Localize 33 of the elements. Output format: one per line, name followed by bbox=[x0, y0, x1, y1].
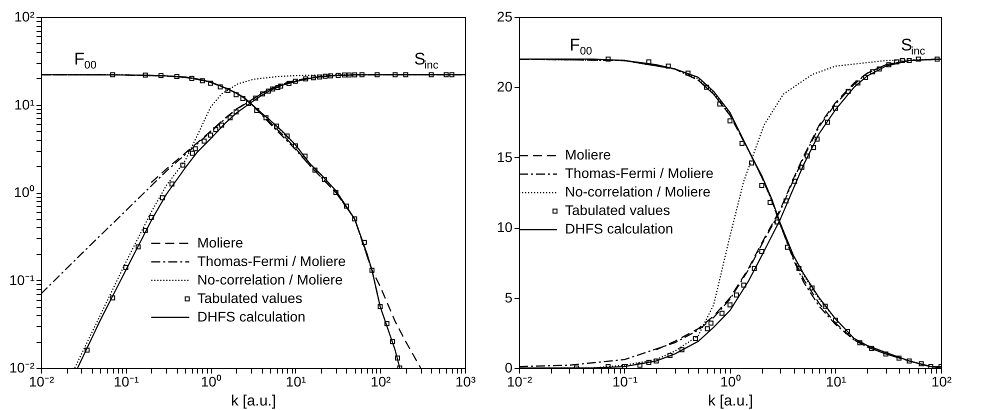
x-axis-title: k [a.u.] bbox=[230, 392, 276, 410]
legend-label: Thomas-Fermi / Moliere bbox=[565, 165, 714, 182]
legend-label: Tabulated values bbox=[197, 290, 302, 306]
y-tick-label: 10² bbox=[14, 8, 35, 24]
x-tick-label: 10¹ bbox=[286, 374, 306, 390]
x-tick-label: 10⁰ bbox=[720, 374, 741, 390]
legend-label: No-correlation / Moliere bbox=[565, 184, 711, 200]
y-tick-label: 5 bbox=[504, 289, 513, 306]
y-tick-label: 10¹ bbox=[14, 96, 35, 112]
x-tick-label: 10³ bbox=[455, 374, 476, 390]
legend-label: Tabulated values bbox=[565, 202, 670, 218]
y-tick-label: 25 bbox=[496, 8, 513, 24]
y-tick-label: 10⁰ bbox=[14, 184, 34, 200]
legend-label: Thomas-Fermi / Moliere bbox=[197, 252, 346, 269]
y-tick-label: 0 bbox=[504, 360, 513, 376]
y-tick-label: 10⁻¹ bbox=[9, 272, 35, 288]
legend-label: No-correlation / Moliere bbox=[197, 271, 343, 288]
x-tick-label: 10² bbox=[931, 374, 952, 390]
x-tick-label: 10⁻² bbox=[28, 374, 54, 390]
x-tick-label: 10⁻¹ bbox=[114, 374, 140, 390]
x-tick-label: 10⁻¹ bbox=[612, 374, 638, 390]
legend-label: DHFS calculation bbox=[197, 308, 306, 324]
legend-label: Moliere bbox=[197, 234, 244, 250]
y-tick-label: 15 bbox=[496, 148, 513, 165]
y-tick-label: 20 bbox=[496, 78, 513, 95]
y-tick-label: 10 bbox=[496, 219, 513, 236]
x-tick-label: 10¹ bbox=[826, 374, 846, 390]
y-tick-label: 10⁻² bbox=[9, 360, 35, 376]
x-axis-title: k [a.u.] bbox=[708, 392, 754, 410]
legend-label: Moliere bbox=[565, 146, 612, 163]
x-tick-label: 10² bbox=[370, 374, 392, 390]
x-tick-label: 10⁰ bbox=[200, 374, 222, 390]
legend-label: DHFS calculation bbox=[565, 220, 674, 237]
